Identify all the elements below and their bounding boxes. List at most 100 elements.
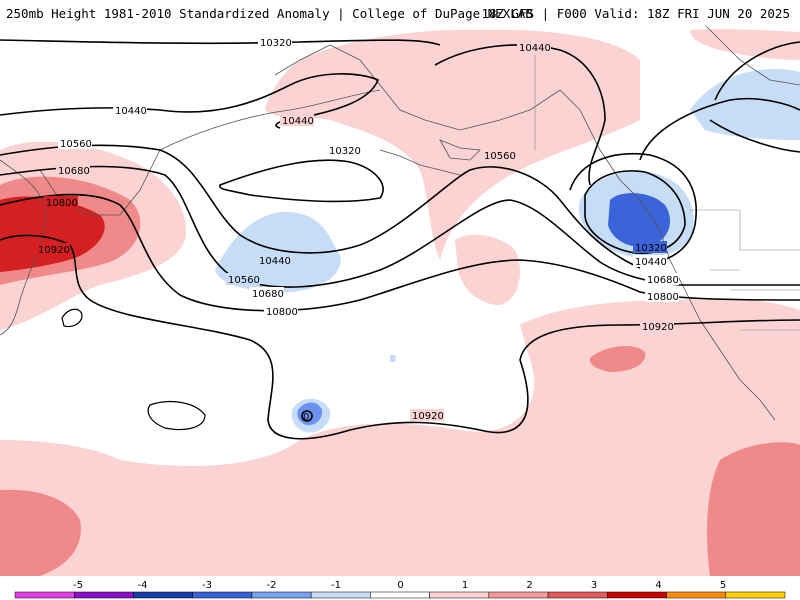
colorbar-swatch: [725, 591, 786, 599]
contour-label-text: 10440: [259, 256, 291, 267]
arctic-coast: [705, 26, 800, 86]
colorbar-swatch: [429, 591, 490, 599]
colorbar-tick-label: -4: [138, 580, 148, 591]
anomaly-kamchatka-core: [0, 196, 105, 272]
contour-label-text: 10800: [647, 292, 679, 303]
contour-label: 10680: [645, 273, 679, 286]
colorbar-swatch: [666, 591, 727, 599]
contour-label-text: 10560: [484, 151, 516, 162]
small-island-outline: [61, 308, 83, 328]
height-contours: [0, 39, 800, 440]
colorbar-tick-label: 1: [462, 580, 468, 591]
contour-hudson: [709, 41, 800, 153]
contour-label-text: 10320: [635, 243, 667, 254]
colorbar-tick-label: 2: [526, 580, 532, 591]
contour-label-text: 10560: [60, 139, 92, 150]
colorbar-swatches: [14, 591, 786, 599]
contour-label: 10920: [640, 320, 674, 333]
anomaly-map: 10320 10440 10440 10440 10560 10680 1080…: [0, 26, 800, 576]
colorbar-tick-label: 4: [655, 580, 661, 591]
contour-label: 10440: [280, 114, 314, 127]
colorbar-tick-label: -2: [267, 580, 277, 591]
model-valid-time: 18Z GFS | F000 Valid: 18Z FRI JUN 20 202…: [481, 6, 790, 21]
header-bar: 250mb Height 1981-2010 Standardized Anom…: [0, 0, 800, 26]
colorbar-tick-label: 5: [720, 580, 726, 591]
contour-label: 10440: [113, 104, 147, 117]
contour-10440-alaska: [434, 44, 606, 186]
colorbar-tick-label: -3: [202, 580, 212, 591]
contour-label: 10320: [633, 241, 667, 254]
contour-label-text: 10320: [329, 146, 361, 157]
contour-label-text: 10440: [115, 106, 147, 117]
low-center-label: 0: [303, 412, 309, 423]
contour-label: 10680: [250, 287, 284, 300]
contour-label: 10680: [56, 164, 90, 177]
contour-label: 10320: [327, 144, 361, 157]
anomaly-bc-core: [608, 193, 670, 247]
colorbar-tick-label: 0: [397, 580, 403, 591]
colorbar: -5 -4 -3 -2 -1 0 1 2 3 4 5: [0, 576, 800, 600]
west-coast-na: [639, 199, 776, 421]
contour-canada: [639, 97, 800, 161]
colorbar-swatch: [310, 591, 371, 599]
colorbar-tick-label: 3: [591, 580, 597, 591]
colorbar-swatch: [14, 591, 75, 599]
contour-label-text: 10680: [252, 289, 284, 300]
contour-10560: [0, 144, 641, 269]
us-borders: [690, 209, 800, 251]
aleutian-chain: [379, 149, 461, 176]
contour-label: 10800: [645, 290, 679, 303]
negative-anomaly-2sd: [297, 193, 670, 426]
alaska-coast: [274, 44, 641, 201]
contour-10440-bc: [569, 152, 697, 266]
contour-label: 10560: [226, 273, 260, 286]
contour-10320-aleutian: [219, 159, 384, 203]
state-borders: [710, 269, 800, 331]
contour-10320-bc: [584, 170, 686, 255]
colorbar-tick-label: -5: [73, 580, 83, 591]
contour-labels: 10320 10440 10440 10440 10560 10680 1080…: [36, 36, 679, 423]
colorbar-swatch: [73, 591, 134, 599]
contour-label-text: 10920: [412, 411, 444, 422]
contour-label-text: 10920: [642, 322, 674, 333]
bering-coast: [159, 89, 381, 151]
contour-label-text: 10800: [46, 198, 78, 209]
alaska-peninsula: [439, 139, 481, 161]
contour-label: 10800: [44, 196, 78, 209]
contour-label: 10560: [58, 137, 92, 150]
contour-label-text: 10320: [260, 38, 292, 49]
contour-label: 10440: [257, 254, 291, 267]
contour-label: 10560: [482, 149, 516, 162]
contour-label-text: 10680: [58, 166, 90, 177]
colorbar-tick-label: -1: [331, 580, 341, 591]
anomaly-speck: [390, 355, 396, 362]
colorbar-swatch: [607, 591, 667, 599]
contour-label-text: 10440: [635, 257, 667, 268]
contour-label-text: 10440: [282, 116, 314, 127]
contour-label-text: 10560: [228, 275, 260, 286]
anomaly-east-pacific-patch: [589, 346, 646, 372]
colorbar-swatch: [488, 591, 549, 599]
contour-10680: [0, 165, 800, 288]
anomaly-southeast-patch: [707, 442, 800, 576]
contour-10800: [0, 193, 800, 312]
contour-label: 10920: [36, 243, 70, 256]
colorbar-swatch: [133, 591, 193, 599]
colorbar-swatch: [192, 591, 253, 599]
colorbar-swatch: [251, 591, 312, 599]
contour-label-text: 10680: [647, 275, 679, 286]
colorbar-swatch: [547, 591, 608, 599]
anomaly-offshore-patch: [455, 234, 520, 305]
anomaly-hudson-outer: [690, 69, 800, 140]
anomaly-northeast-strip: [690, 29, 800, 60]
contour-label: 10440: [517, 41, 551, 54]
contour-label-text: 10440: [519, 43, 551, 54]
hawaii-outline: [147, 401, 206, 431]
colorbar-swatch: [370, 591, 430, 599]
contour-label: 10920: [410, 409, 444, 422]
low-center-ring: [301, 410, 313, 422]
contour-label: 10800: [264, 305, 298, 318]
anomaly-southwest-patch: [0, 489, 81, 576]
contour-label-text: 10800: [266, 307, 298, 318]
